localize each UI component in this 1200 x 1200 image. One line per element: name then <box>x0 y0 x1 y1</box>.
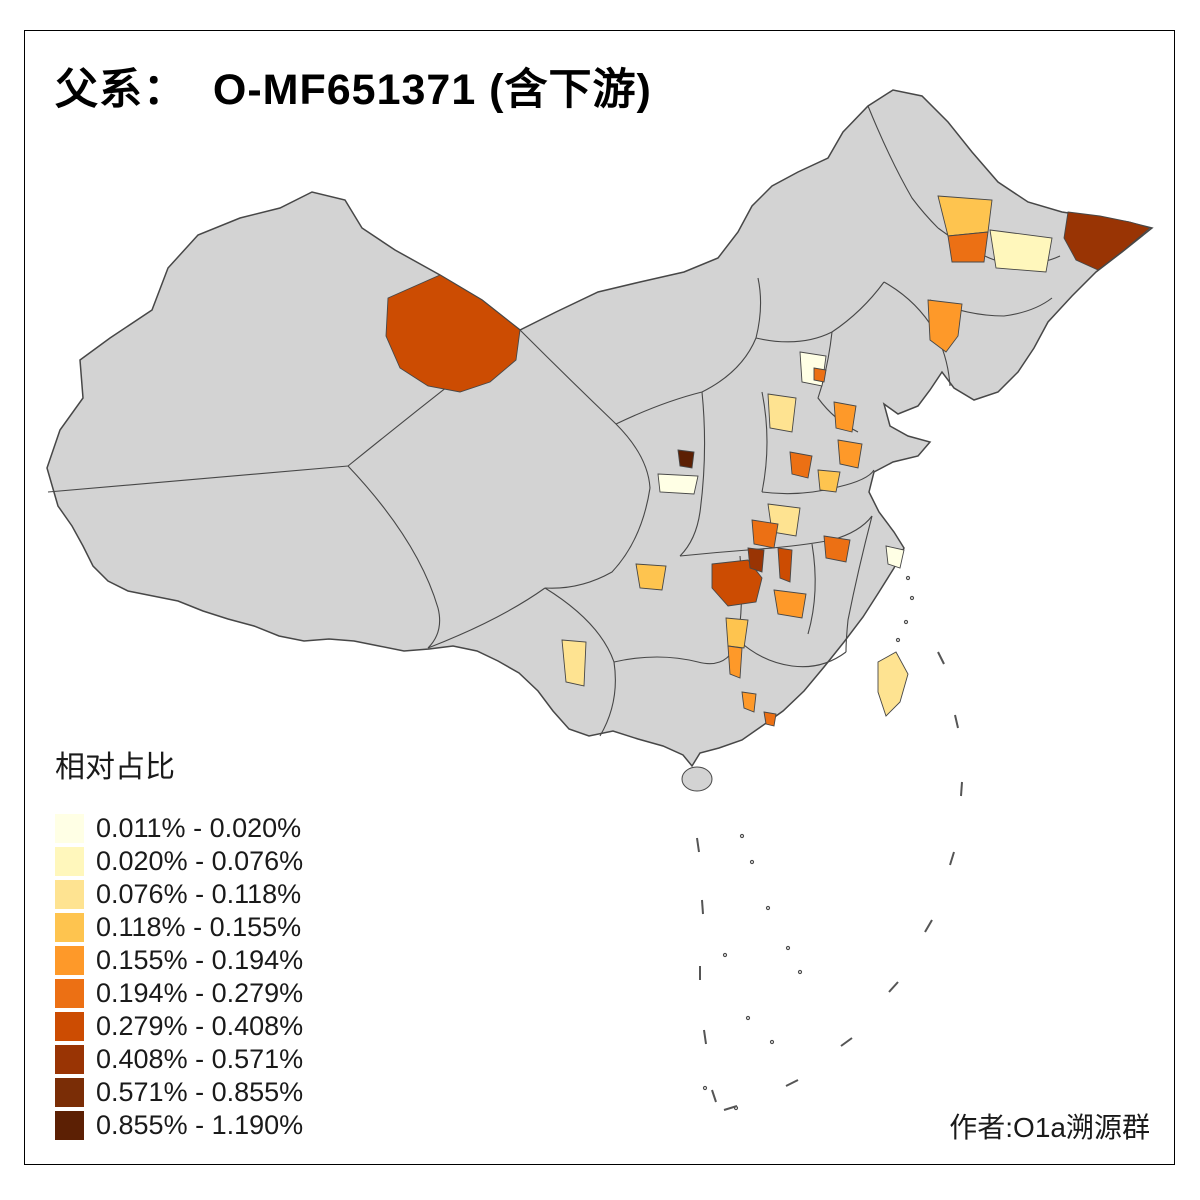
legend: 相对占比 0.011% - 0.020% 0.020% - 0.076% 0.0… <box>55 742 303 1142</box>
mainland <box>46 89 1154 768</box>
legend-label: 0.855% - 1.190% <box>96 1110 304 1140</box>
region-xinjiang-east <box>385 274 521 393</box>
region-yunnan-center <box>561 639 587 687</box>
legend-swatch <box>55 946 84 975</box>
region-hubei-west-dark <box>711 559 763 607</box>
region-heilongjiang-nw-upper <box>937 195 993 237</box>
region-anhui-center <box>823 535 851 563</box>
legend-label: 0.076% - 0.118% <box>96 879 302 909</box>
region-heilongjiang-ne-pale <box>989 229 1053 273</box>
legend-item: 0.076% - 0.118% <box>55 878 303 911</box>
plot-border <box>24 30 1175 1165</box>
china-outline <box>46 89 1154 768</box>
highlighted-regions <box>385 195 1151 727</box>
region-shanxi-pale <box>657 473 699 495</box>
province-borders <box>47 105 1061 737</box>
legend-swatch <box>55 1045 84 1074</box>
region-taiwan <box>877 651 909 717</box>
legend-swatch <box>55 979 84 1008</box>
region-guangdong-east <box>763 711 777 727</box>
legend-item: 0.194% - 0.279% <box>55 977 303 1010</box>
legend-swatch <box>55 913 84 942</box>
legend-item: 0.855% - 1.190% <box>55 1109 303 1142</box>
legend-item: 0.011% - 0.020% <box>55 812 303 845</box>
legend-swatch <box>55 814 84 843</box>
legend-item: 0.408% - 0.571% <box>55 1043 303 1076</box>
legend-item: 0.279% - 0.408% <box>55 1010 303 1043</box>
region-hebei-west <box>767 393 797 433</box>
legend-label: 0.408% - 0.571% <box>96 1044 304 1074</box>
legend-swatch <box>55 1012 84 1041</box>
nine-dash-line <box>696 651 963 1111</box>
region-henan-center <box>789 451 813 479</box>
legend-label: 0.155% - 0.194% <box>96 945 304 975</box>
legend-label: 0.020% - 0.076% <box>96 846 304 876</box>
region-beijing-dot <box>813 367 827 383</box>
legend-item: 0.571% - 0.855% <box>55 1076 303 1109</box>
legend-title: 相对占比 <box>55 751 175 784</box>
region-hubei-small-dark <box>747 547 765 573</box>
legend-label: 0.571% - 0.855% <box>96 1077 304 1107</box>
region-shanxi-dark-dot <box>677 449 695 469</box>
region-tianjin-tangshan <box>833 401 857 433</box>
legend-swatch <box>55 1111 84 1140</box>
attribution: 作者:O1a溯源群 <box>949 1112 1150 1143</box>
region-heilongjiang-nw-lower <box>947 231 989 263</box>
hainan-island <box>681 766 713 792</box>
region-jiangxi-north <box>773 589 807 619</box>
region-guangdong-north <box>741 691 757 713</box>
region-hunan-west-upper <box>725 617 749 649</box>
region-liaoning-north <box>927 299 963 353</box>
legend-label: 0.279% - 0.408% <box>96 1011 304 1041</box>
legend-item: 0.020% - 0.076% <box>55 845 303 878</box>
legend-label: 0.011% - 0.020% <box>96 813 302 843</box>
region-shandong-south <box>837 439 863 469</box>
region-heilongjiang-far-east <box>1063 211 1151 271</box>
region-jiangsu-north <box>817 469 841 493</box>
region-shanghai-pale <box>885 545 905 569</box>
legend-swatch <box>55 1078 84 1107</box>
legend-swatch <box>55 880 84 909</box>
legend-swatch <box>55 847 84 876</box>
legend-item: 0.155% - 0.194% <box>55 944 303 977</box>
legend-item: 0.118% - 0.155% <box>55 911 303 944</box>
page-title: 父系： O-MF651371 (含下游) <box>55 66 652 114</box>
region-hubei-northwest <box>751 519 779 549</box>
legend-label: 0.118% - 0.155% <box>96 912 302 942</box>
region-chongqing-west <box>635 563 667 591</box>
islands <box>681 575 915 1111</box>
region-hunan-west-lower <box>727 645 743 679</box>
region-hubei-east-strip <box>777 547 793 583</box>
legend-label: 0.194% - 0.279% <box>96 978 304 1008</box>
